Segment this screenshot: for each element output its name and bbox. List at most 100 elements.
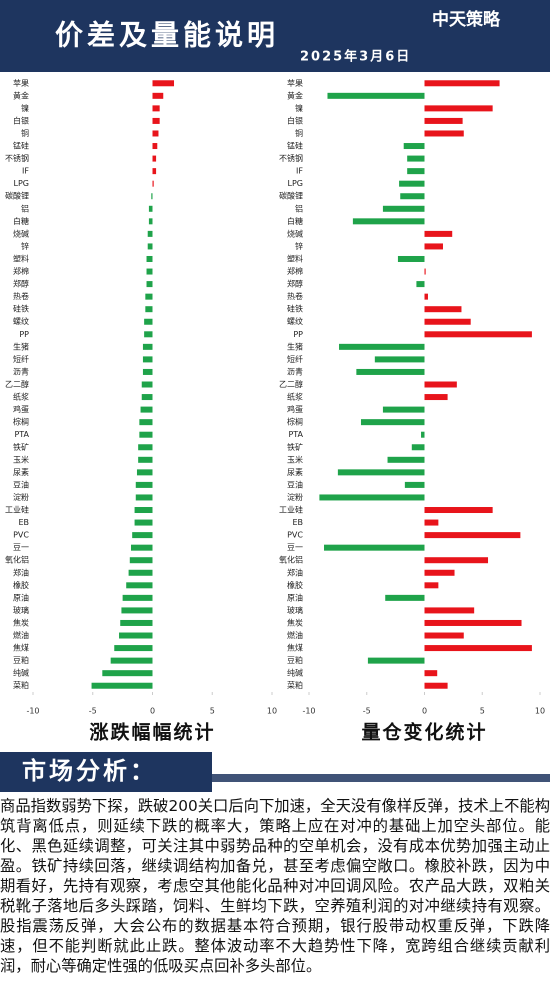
bar bbox=[424, 293, 428, 300]
y-tick-label: 铁矿 bbox=[13, 442, 29, 452]
y-tick-label: 豆粕 bbox=[287, 655, 303, 665]
y-tick-label: 郑棉 bbox=[13, 266, 29, 276]
y-tick-label: 纸浆 bbox=[13, 392, 29, 402]
y-tick-label: 锌 bbox=[295, 241, 303, 251]
bar bbox=[424, 381, 457, 388]
bar bbox=[337, 469, 425, 476]
bar bbox=[110, 657, 153, 664]
y-tick-label: 燃油 bbox=[287, 630, 303, 640]
bar bbox=[134, 507, 153, 514]
y-tick-label: 纸浆 bbox=[287, 392, 303, 402]
bar bbox=[387, 456, 425, 463]
bar bbox=[120, 619, 153, 626]
bar bbox=[102, 670, 153, 677]
bar bbox=[144, 331, 153, 338]
bar bbox=[140, 406, 153, 413]
bar bbox=[135, 481, 153, 488]
bar bbox=[119, 632, 153, 639]
bar bbox=[135, 494, 153, 501]
bar bbox=[152, 168, 157, 175]
y-tick-label: 硅铁 bbox=[287, 304, 303, 314]
y-tick-label: PTA bbox=[288, 430, 303, 439]
bar bbox=[421, 431, 425, 438]
y-tick-label: 锰硅 bbox=[287, 141, 303, 151]
y-tick-label: 热卷 bbox=[287, 291, 303, 301]
header-bar bbox=[0, 0, 550, 72]
bar bbox=[374, 356, 425, 363]
chart-area: 价差及量能说明 2025年3月6日 中天策略 市场分析： -10 -5 0 5 10 苹果… bbox=[0, 0, 550, 792]
bar bbox=[424, 607, 475, 614]
bar bbox=[144, 318, 153, 325]
bar bbox=[114, 645, 153, 652]
y-tick-label: LPG bbox=[288, 179, 303, 188]
bar bbox=[145, 293, 153, 300]
y-tick-label: 铜 bbox=[21, 128, 29, 138]
y-tick-label: EB bbox=[292, 518, 303, 527]
bar bbox=[145, 306, 153, 313]
x-tick-label: -5 bbox=[89, 707, 97, 716]
bar bbox=[122, 594, 153, 601]
bar bbox=[152, 92, 164, 99]
bar bbox=[148, 218, 153, 225]
chart-title: 量仓变化统计 bbox=[361, 721, 487, 744]
y-tick-label: 铝 bbox=[295, 203, 303, 213]
bar bbox=[424, 632, 464, 639]
x-tick-label: 10 bbox=[267, 707, 277, 716]
y-tick-label: 豆油 bbox=[13, 479, 29, 489]
bar bbox=[152, 105, 160, 112]
bar bbox=[424, 507, 493, 514]
y-tick-label: 塑料 bbox=[13, 253, 29, 263]
bar bbox=[324, 544, 425, 551]
y-tick-label: 棕榈 bbox=[13, 417, 29, 427]
bar bbox=[424, 268, 426, 275]
bar bbox=[327, 92, 425, 99]
y-tick-label: 镍 bbox=[21, 103, 29, 113]
bar bbox=[152, 117, 160, 124]
bar bbox=[146, 281, 153, 288]
banner-stripe bbox=[212, 774, 550, 782]
bar bbox=[148, 205, 153, 212]
y-tick-label: 铁矿 bbox=[287, 442, 303, 452]
y-tick-label: IF bbox=[296, 167, 303, 176]
y-tick-label: 铝 bbox=[21, 203, 29, 213]
y-tick-label: 豆一 bbox=[287, 543, 303, 552]
y-tick-label: 尿素 bbox=[287, 467, 303, 477]
bar bbox=[400, 193, 425, 200]
bar bbox=[138, 456, 153, 463]
y-tick-label: 硅铁 bbox=[13, 304, 29, 314]
bar bbox=[424, 230, 453, 237]
bar bbox=[424, 80, 500, 87]
x-tick-label: -10 bbox=[302, 707, 315, 716]
y-tick-label: 淀粉 bbox=[13, 492, 29, 502]
y-tick-label: 热卷 bbox=[13, 291, 29, 301]
bar bbox=[136, 469, 153, 476]
bar bbox=[424, 130, 464, 137]
y-tick-label: 淀粉 bbox=[287, 492, 303, 502]
bar bbox=[147, 230, 153, 237]
x-tick-label: 10 bbox=[535, 707, 545, 716]
y-tick-label: LPG bbox=[14, 179, 29, 188]
y-tick-label: PTA bbox=[14, 430, 29, 439]
y-tick-label: 氧化铝 bbox=[5, 555, 29, 565]
logo: 中天策略 bbox=[432, 9, 501, 30]
bar bbox=[142, 356, 153, 363]
bar bbox=[404, 481, 425, 488]
bar bbox=[356, 368, 425, 375]
bar bbox=[424, 670, 438, 677]
y-tick-label: 镍 bbox=[295, 103, 303, 113]
bar bbox=[416, 281, 425, 288]
y-tick-label: 碳酸锂 bbox=[279, 191, 303, 201]
y-tick-label: 锰硅 bbox=[13, 141, 29, 151]
y-tick-label: 焦炭 bbox=[13, 617, 29, 627]
y-tick-label: 原油 bbox=[13, 592, 29, 602]
bar bbox=[397, 255, 425, 262]
bar bbox=[139, 419, 153, 426]
bar bbox=[411, 444, 425, 451]
y-tick-label: 郑醇 bbox=[287, 279, 303, 289]
bar bbox=[424, 557, 489, 564]
bar bbox=[142, 368, 153, 375]
bar bbox=[424, 619, 522, 626]
y-tick-label: 焦炭 bbox=[287, 617, 303, 627]
y-tick-label: 郑棉 bbox=[287, 266, 303, 276]
y-tick-label: IF bbox=[22, 167, 29, 176]
